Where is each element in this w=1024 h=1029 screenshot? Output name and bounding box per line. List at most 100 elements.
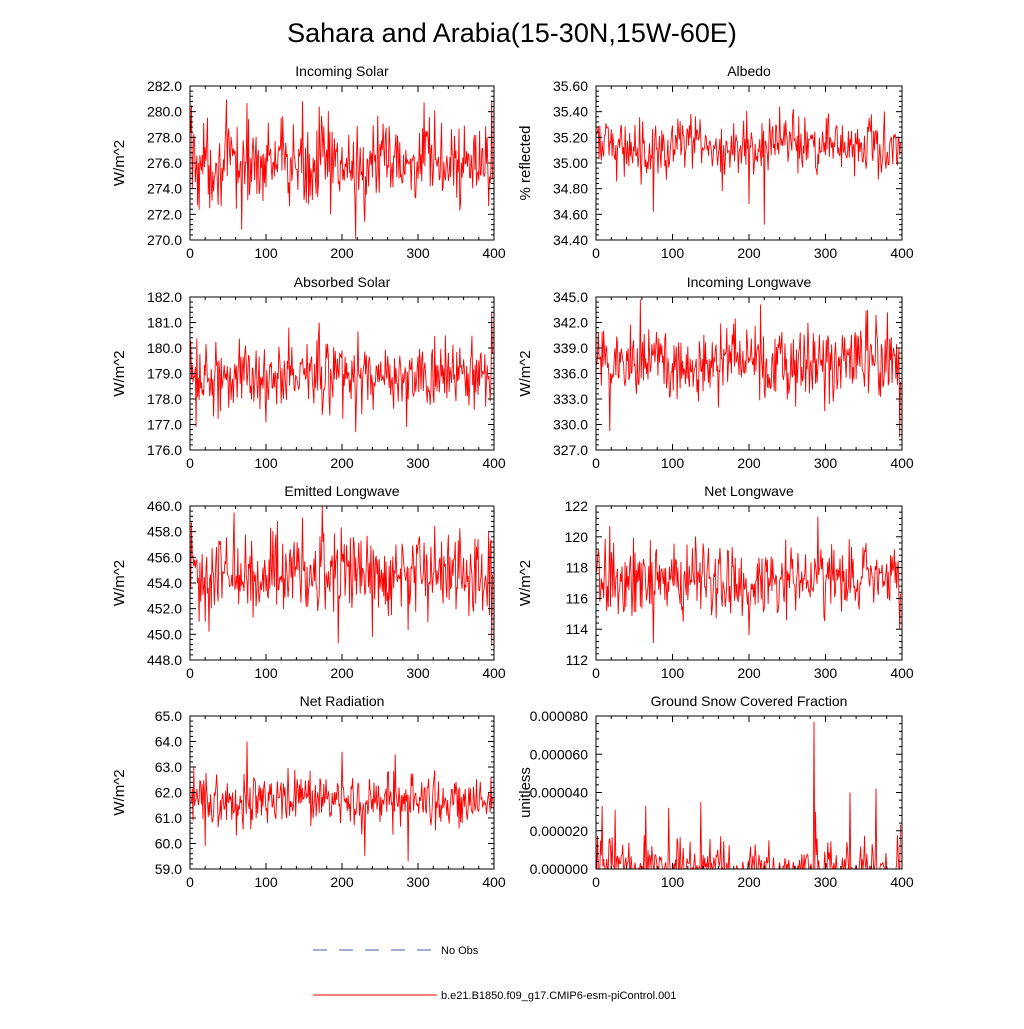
y-tick-label: 179.0 bbox=[147, 366, 182, 382]
y-tick-label: 456.0 bbox=[147, 549, 182, 565]
y-axis-label: W/m^2 bbox=[111, 350, 128, 396]
y-axis-label: W/m^2 bbox=[517, 560, 534, 606]
y-tick-label: 0.000060 bbox=[530, 746, 589, 762]
series-line-panel-7 bbox=[190, 741, 493, 862]
x-tick-label: 100 bbox=[661, 874, 685, 890]
series-line-panel-6 bbox=[596, 516, 901, 644]
panel-6: 0 100 200 300 400 112 114 116 118 120 122 Net Longw… bbox=[517, 483, 914, 681]
series-line-panel-5 bbox=[190, 505, 493, 646]
x-tick-label: 300 bbox=[406, 245, 430, 261]
y-tick-label: 458.0 bbox=[147, 524, 182, 540]
panel-3: 0 100 200 300 400 176.0 177.0 178.0 179.0 180.0 18… bbox=[111, 274, 506, 471]
y-tick-label: 0.000000 bbox=[530, 861, 589, 877]
y-tick-label: 35.40 bbox=[553, 104, 588, 120]
x-tick-label: 300 bbox=[406, 665, 430, 681]
x-tick-label: 100 bbox=[661, 455, 685, 471]
y-tick-label: 272.0 bbox=[147, 206, 182, 222]
panel-4: 0 100 200 300 400 327.0 330.0 333.0 336.0 339.0 34… bbox=[517, 274, 914, 471]
x-tick-label: 0 bbox=[592, 874, 600, 890]
y-tick-label: 280.0 bbox=[147, 104, 182, 120]
x-tick-label: 100 bbox=[661, 665, 685, 681]
x-tick-label: 0 bbox=[186, 455, 194, 471]
x-tick-label: 200 bbox=[330, 665, 354, 681]
panel-7: 0 100 200 300 400 59.0 60.0 61.0 62.0 63.0 64.0 65.… bbox=[111, 693, 506, 890]
y-tick-label: 330.0 bbox=[553, 417, 588, 433]
y-tick-label: 65.0 bbox=[155, 708, 182, 724]
legend-model-label: b.e21.B1850.f09_g17.CMIP6-esm-piControl.… bbox=[441, 990, 676, 1002]
x-tick-label: 200 bbox=[737, 455, 761, 471]
x-tick-label: 200 bbox=[737, 245, 761, 261]
panel-8: 0 100 200 300 400 0.000000 0.000020 0.000040 0.0… bbox=[517, 693, 914, 890]
y-tick-label: 342.0 bbox=[553, 315, 588, 331]
y-tick-label: 63.0 bbox=[155, 759, 182, 775]
y-tick-label: 35.00 bbox=[553, 155, 588, 171]
y-tick-label: 276.0 bbox=[147, 155, 182, 171]
y-tick-label: 336.0 bbox=[553, 366, 588, 382]
y-tick-label: 60.0 bbox=[155, 836, 182, 852]
y-tick-label: 0.000080 bbox=[530, 708, 589, 724]
x-tick-label: 0 bbox=[592, 455, 600, 471]
x-tick-label: 400 bbox=[482, 874, 506, 890]
series-line-panel-1 bbox=[190, 99, 493, 239]
y-axis-label: unitless bbox=[517, 767, 534, 818]
y-tick-label: 339.0 bbox=[553, 340, 588, 356]
panel-title: Incoming Solar bbox=[295, 63, 389, 79]
x-tick-label: 400 bbox=[482, 245, 506, 261]
x-tick-label: 300 bbox=[406, 874, 430, 890]
panel-title: Ground Snow Covered Fraction bbox=[651, 693, 848, 709]
x-tick-label: 400 bbox=[890, 665, 914, 681]
y-tick-label: 62.0 bbox=[155, 785, 182, 801]
x-tick-label: 200 bbox=[330, 245, 354, 261]
panel-5: 0 100 200 300 400 448.0 450.0 452.0 454.0 456.0 45… bbox=[111, 483, 506, 681]
y-tick-label: 35.60 bbox=[553, 78, 588, 94]
y-tick-label: 181.0 bbox=[147, 315, 182, 331]
y-tick-label: 0.000020 bbox=[530, 823, 589, 839]
panel-title: Absorbed Solar bbox=[294, 274, 391, 290]
panel-2: 0 100 200 300 400 34.40 34.60 34.80 35.00 35.20 35… bbox=[517, 63, 914, 261]
x-tick-label: 400 bbox=[890, 874, 914, 890]
x-tick-label: 100 bbox=[254, 665, 278, 681]
y-tick-label: 0.000040 bbox=[530, 785, 589, 801]
x-tick-label: 400 bbox=[890, 245, 914, 261]
x-tick-label: 300 bbox=[814, 874, 838, 890]
y-tick-label: 327.0 bbox=[553, 442, 588, 458]
x-tick-label: 200 bbox=[737, 665, 761, 681]
y-tick-label: 450.0 bbox=[147, 626, 182, 642]
x-tick-label: 400 bbox=[482, 665, 506, 681]
plot-frame bbox=[595, 715, 903, 870]
y-axis-label: W/m^2 bbox=[111, 140, 128, 186]
y-tick-label: 278.0 bbox=[147, 129, 182, 145]
y-tick-label: 448.0 bbox=[147, 652, 182, 668]
x-tick-label: 300 bbox=[814, 245, 838, 261]
panel-title: Albedo bbox=[727, 63, 771, 79]
panel-title: Incoming Longwave bbox=[687, 274, 812, 290]
x-tick-label: 100 bbox=[254, 874, 278, 890]
y-tick-label: 282.0 bbox=[147, 78, 182, 94]
y-tick-label: 118 bbox=[566, 560, 589, 576]
x-tick-label: 200 bbox=[330, 455, 354, 471]
series-line-panel-8 bbox=[596, 721, 901, 871]
legend-obs-label: No Obs bbox=[441, 945, 479, 957]
y-axis-label: % reflected bbox=[517, 125, 534, 200]
legend: No Obs b.e21.B1850.f09_g17.CMIP6-esm-piC… bbox=[313, 945, 676, 1002]
y-tick-label: 345.0 bbox=[553, 289, 588, 305]
y-axis-label: W/m^2 bbox=[111, 560, 128, 606]
x-tick-label: 200 bbox=[737, 874, 761, 890]
y-tick-label: 177.0 bbox=[147, 417, 182, 433]
y-tick-label: 112 bbox=[566, 652, 589, 668]
y-tick-label: 35.20 bbox=[553, 129, 588, 145]
x-tick-label: 0 bbox=[186, 245, 194, 261]
panel-title: Emitted Longwave bbox=[284, 483, 399, 499]
figure-title: Sahara and Arabia(15-30N,15W-60E) bbox=[287, 18, 737, 48]
y-tick-label: 122 bbox=[565, 498, 589, 514]
x-tick-label: 400 bbox=[482, 455, 506, 471]
y-tick-label: 180.0 bbox=[147, 340, 182, 356]
x-tick-label: 0 bbox=[592, 245, 600, 261]
y-tick-label: 34.80 bbox=[553, 181, 588, 197]
panel-title: Net Longwave bbox=[704, 483, 794, 499]
series-line-panel-4 bbox=[596, 299, 901, 438]
x-tick-label: 300 bbox=[814, 665, 838, 681]
x-tick-label: 300 bbox=[406, 455, 430, 471]
x-tick-label: 200 bbox=[330, 874, 354, 890]
